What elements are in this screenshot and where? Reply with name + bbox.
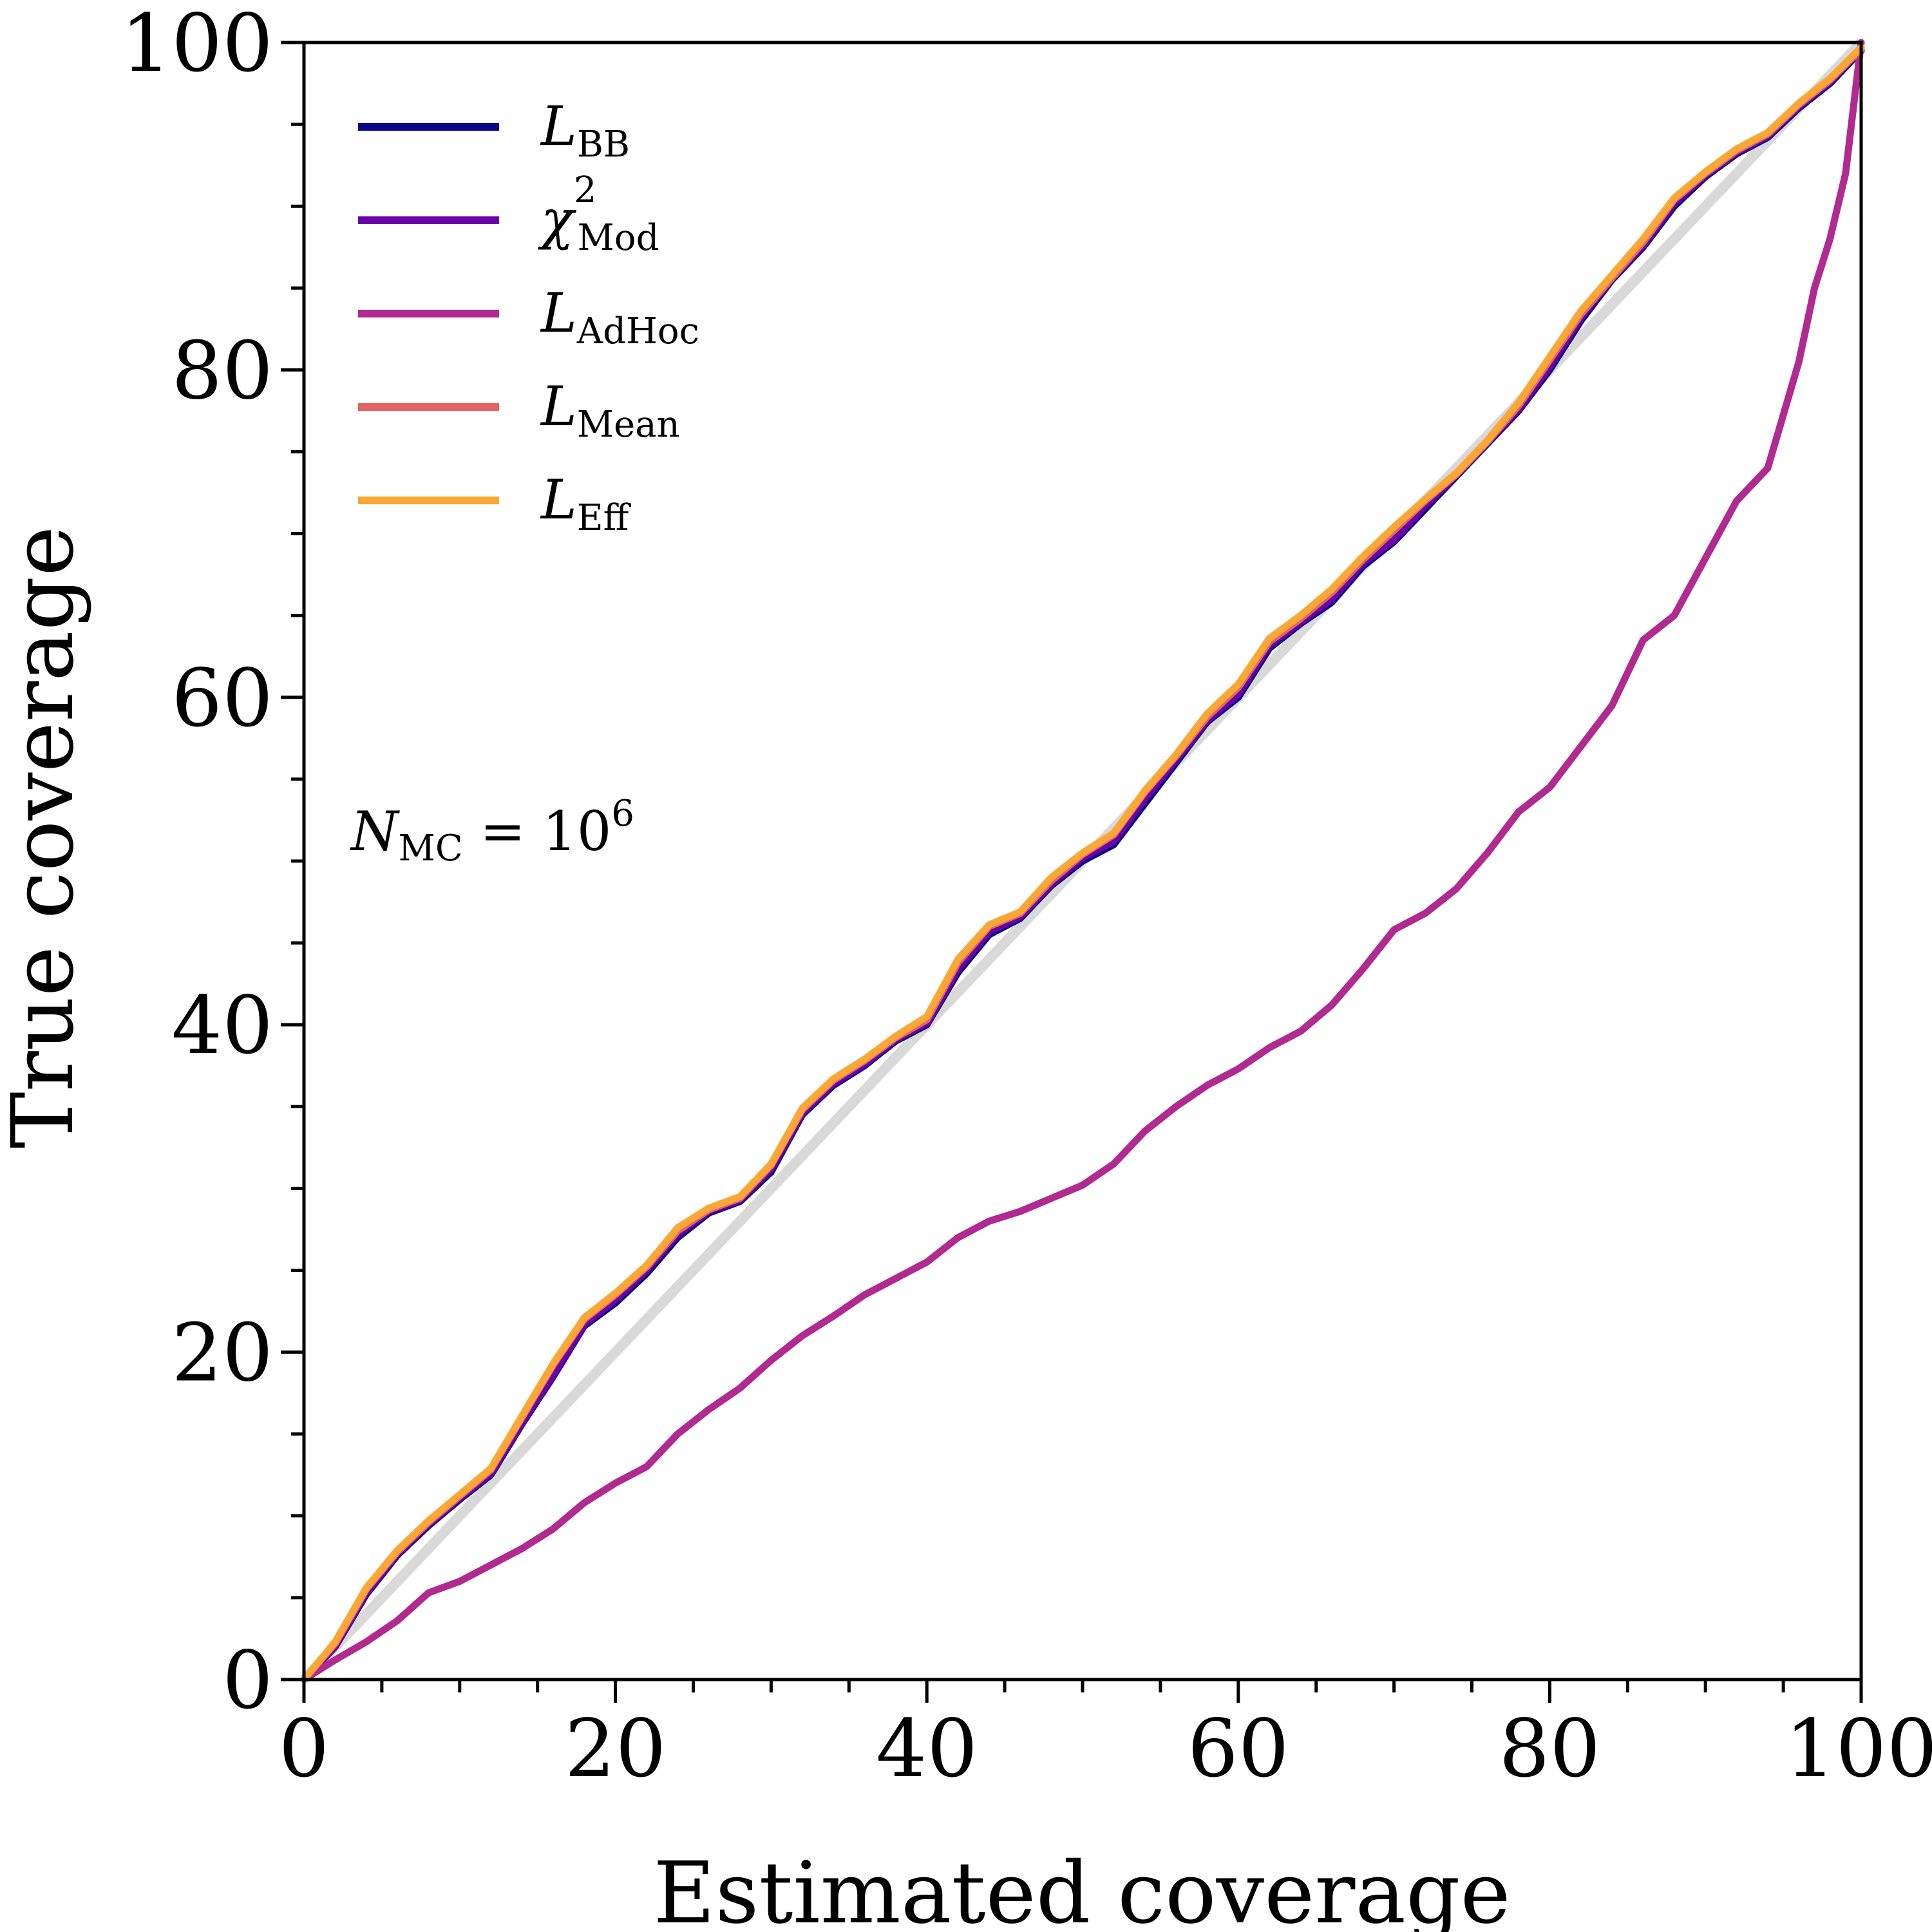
legend-label: χ2 Mod (538, 169, 659, 259)
axis-ticks: 0 20 40 60 80 100 0 20 40 60 80 100 (120, 0, 1932, 1795)
x-tick-label: 80 (1499, 1703, 1601, 1795)
y-tick-label: 100 (120, 0, 273, 90)
x-tick-label: 40 (876, 1703, 978, 1795)
x-tick-label: 20 (565, 1703, 667, 1795)
annotation-nmc: NMC = 106 (350, 793, 634, 869)
plot-area (300, 39, 1865, 1683)
legend-label: LAdHoc (540, 281, 699, 352)
y-tick-label: 60 (171, 652, 273, 745)
x-tick-label: 100 (1785, 1703, 1932, 1795)
y-tick-label: 80 (171, 325, 273, 417)
x-tick-label: 0 (279, 1703, 330, 1795)
plot-frame (302, 41, 1863, 1681)
x-axis-label: Estimated coverage (653, 1844, 1510, 1932)
legend-label: LMean (540, 375, 680, 446)
y-tick-label: 20 (171, 1307, 273, 1400)
legend-label: LBB (540, 95, 630, 166)
series-line-adhoc (300, 39, 1865, 1683)
series-line-eff (300, 44, 1865, 1683)
legend-label: LEff (540, 468, 632, 539)
y-tick-label: 40 (171, 980, 273, 1072)
y-tick-label: 0 (222, 1634, 273, 1727)
x-tick-label: 60 (1188, 1703, 1289, 1795)
y-axis-label: True coverage (0, 526, 93, 1149)
axes-box (302, 41, 1863, 1681)
